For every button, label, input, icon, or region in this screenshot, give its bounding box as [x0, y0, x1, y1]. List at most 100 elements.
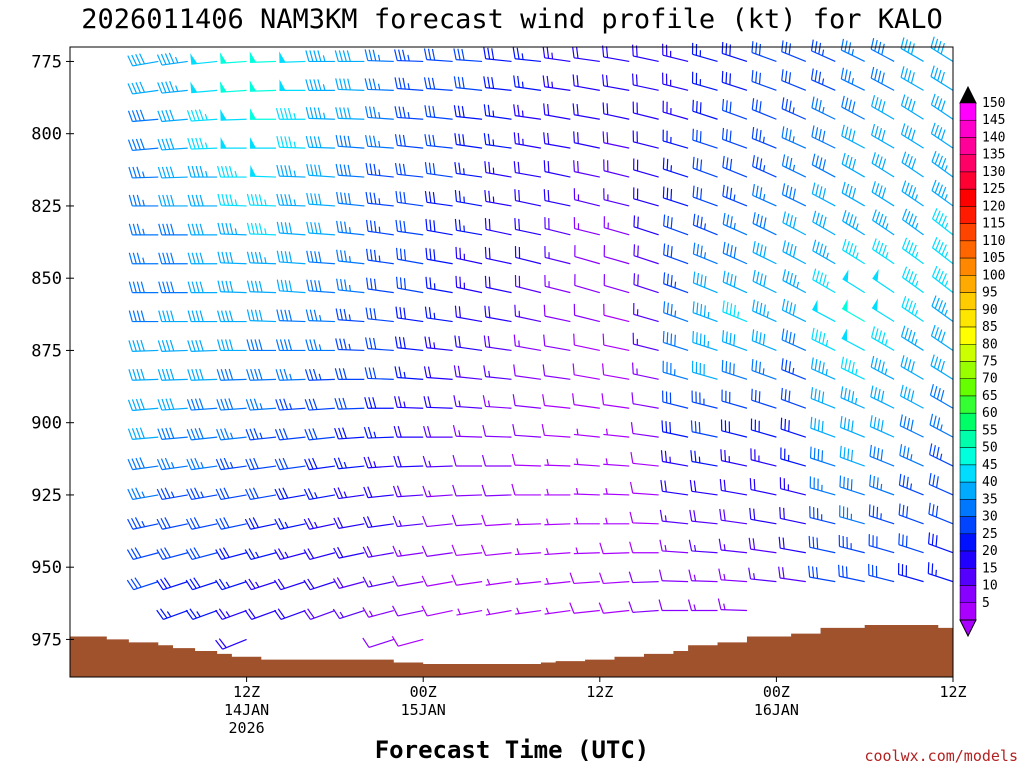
barb-feather	[818, 128, 822, 141]
barb-feather	[543, 189, 546, 201]
barb-half-feather	[378, 140, 381, 148]
wind-barb	[156, 457, 188, 471]
barb-staff	[426, 494, 453, 498]
barb-feather	[843, 447, 846, 459]
barb-feather	[369, 307, 373, 320]
wind-barb	[305, 79, 335, 91]
barb-feather	[453, 76, 457, 88]
barb-feather	[343, 78, 347, 90]
barb-half-feather	[944, 280, 949, 287]
wind-barb	[633, 273, 659, 294]
barb-staff	[338, 465, 365, 470]
wind-barb	[250, 137, 277, 149]
barb-staff	[722, 223, 748, 236]
barb-feather	[363, 486, 369, 498]
barb-feather	[253, 457, 259, 469]
barb-feather	[128, 194, 133, 207]
barb-staff	[868, 544, 895, 554]
barb-staff	[397, 609, 424, 617]
wind-barb	[514, 218, 542, 236]
barb-feather	[908, 242, 914, 254]
barb-feather	[547, 104, 550, 116]
wind-barb	[249, 51, 277, 63]
wind-barb	[871, 326, 895, 351]
wind-barb	[781, 358, 807, 380]
barb-feather	[338, 427, 343, 439]
barb-feather	[605, 46, 609, 58]
barb-feather	[424, 105, 428, 117]
barb-feather	[432, 163, 436, 175]
barb-staff	[692, 110, 718, 120]
barb-staff	[338, 494, 365, 500]
wind-barb	[157, 109, 188, 123]
barb-feather	[362, 637, 370, 648]
wind-barb	[752, 269, 777, 294]
barb-feather	[363, 456, 369, 469]
barb-feather	[512, 47, 516, 59]
barb-feather	[136, 194, 141, 207]
barb-half-feather	[407, 83, 410, 90]
barb-staff	[750, 578, 777, 583]
barb-feather	[931, 208, 938, 220]
wind-barb	[365, 248, 394, 265]
barb-staff	[485, 316, 512, 323]
barb-feather	[752, 241, 756, 253]
barb-half-feather	[403, 371, 406, 379]
barb-staff	[310, 609, 336, 620]
barb-feather	[870, 37, 875, 50]
wind-barb	[659, 539, 689, 554]
wind-barb	[454, 305, 483, 323]
barb-staff	[161, 176, 188, 179]
barb-feather	[347, 78, 351, 90]
barb-feather	[187, 194, 192, 207]
barb-feather	[729, 362, 731, 374]
barb-feather	[453, 48, 457, 60]
barb-feather	[822, 216, 827, 228]
wind-barb	[305, 107, 335, 120]
barb-feather	[428, 307, 432, 319]
wind-barb	[216, 428, 247, 441]
barb-staff	[220, 60, 247, 64]
wind-barb	[304, 368, 335, 381]
barb-feather	[185, 579, 193, 590]
barb-feather	[876, 447, 880, 460]
wind-barb	[425, 218, 453, 236]
barb-feather	[229, 252, 234, 264]
barb-feather	[628, 571, 634, 583]
barb-feather	[228, 368, 234, 381]
barb-staff	[870, 366, 895, 380]
barb-feather	[165, 81, 171, 93]
barb-staff	[811, 338, 836, 351]
barb-feather	[127, 458, 134, 470]
barb-feather	[280, 222, 285, 234]
barb-feather	[848, 243, 854, 255]
wind-barb	[453, 76, 483, 91]
barb-feather	[246, 339, 251, 351]
wind-barb	[869, 415, 895, 438]
wind-barb	[332, 577, 365, 589]
barb-feather	[700, 159, 703, 171]
colorbar-cell	[959, 257, 977, 276]
barb-feather	[274, 488, 281, 500]
barb-staff	[544, 57, 571, 63]
barb-staff	[603, 433, 630, 438]
barb-feather	[784, 41, 788, 54]
colorbar-label: 35	[982, 492, 998, 507]
wind-barb	[423, 48, 453, 63]
barb-feather	[910, 419, 914, 432]
barb-staff	[662, 111, 689, 120]
barb-half-feather	[880, 483, 883, 491]
barb-feather	[788, 100, 792, 113]
wind-barb	[333, 517, 365, 529]
barb-feather	[337, 487, 344, 499]
barb-staff	[573, 609, 600, 614]
wind-barb	[276, 279, 306, 294]
barb-feather	[785, 98, 789, 111]
barb-feather	[940, 71, 945, 84]
barb-feather	[573, 333, 575, 346]
barb-feather	[822, 274, 827, 286]
barb-staff	[841, 135, 865, 149]
barb-feather	[759, 187, 763, 199]
barb-feather	[394, 134, 398, 146]
